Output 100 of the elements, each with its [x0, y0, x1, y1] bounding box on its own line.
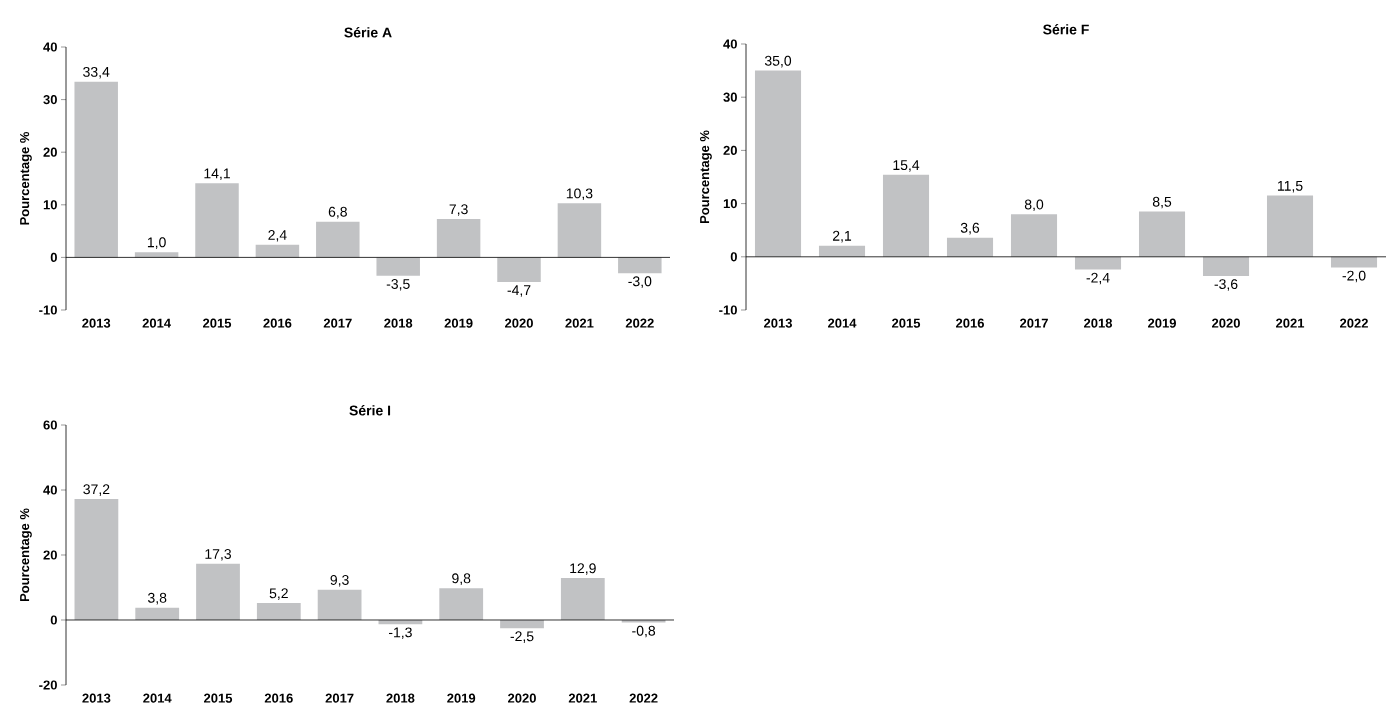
data-label: 8,0 — [1024, 199, 1044, 212]
bar — [1330, 256, 1378, 268]
x-tick-label: 2014 — [828, 318, 857, 328]
data-label: -3,5 — [386, 279, 410, 291]
y-tick-label: 0 — [50, 252, 57, 262]
data-label: -2,5 — [510, 631, 534, 643]
chart-title: Série F — [1043, 24, 1089, 35]
x-tick-label: 2021 — [568, 693, 597, 703]
data-label: 9,3 — [330, 575, 349, 587]
x-tick-label: 2017 — [323, 318, 352, 328]
data-label: 14,1 — [204, 168, 230, 181]
y-tick-label: 30 — [43, 94, 57, 105]
bar — [255, 244, 300, 258]
bar — [557, 203, 602, 258]
x-tick-label: 2020 — [505, 318, 533, 328]
bar — [1138, 211, 1186, 257]
x-tick-label: 2013 — [82, 318, 111, 328]
bar — [560, 578, 605, 620]
data-label: 6,8 — [328, 206, 347, 219]
data-label: 35,0 — [764, 55, 792, 68]
data-label: -1,3 — [388, 627, 412, 639]
x-tick-label: 2013 — [82, 693, 111, 703]
bar — [497, 257, 541, 283]
data-label: 7,3 — [449, 204, 468, 216]
bar — [439, 588, 484, 620]
bar — [946, 237, 994, 257]
x-tick-label: 2016 — [263, 318, 292, 328]
data-label: 11,5 — [1277, 181, 1303, 193]
x-tick-label: 2017 — [325, 693, 354, 703]
x-tick-label: 2022 — [629, 693, 658, 703]
data-label: 3,6 — [960, 222, 980, 235]
data-label: 2,1 — [832, 230, 852, 243]
data-label: 15,4 — [893, 160, 920, 172]
bar — [882, 174, 930, 257]
data-label: -3,0 — [628, 276, 652, 288]
y-tick-label: 40 — [723, 39, 737, 49]
y-tick-label: 20 — [43, 550, 57, 560]
bar — [376, 257, 420, 276]
y-tick-label: 20 — [723, 145, 737, 155]
x-tick-label: 2016 — [956, 318, 984, 328]
data-label: -2,4 — [1086, 272, 1110, 285]
y-axis-title: Pourcentage % — [20, 508, 32, 602]
data-label: -2,0 — [1342, 270, 1366, 283]
bar — [1074, 256, 1122, 270]
y-tick-label: 0 — [730, 252, 737, 262]
y-tick-label: 40 — [43, 42, 57, 52]
bar — [1202, 256, 1250, 276]
x-tick-label: 2018 — [1084, 318, 1113, 328]
x-tick-label: 2020 — [508, 693, 536, 703]
y-tick-label: 40 — [43, 485, 57, 495]
chart-title: Série A — [344, 27, 392, 38]
bar — [256, 603, 301, 620]
bar — [436, 219, 481, 258]
data-label: -3,6 — [1214, 279, 1238, 291]
x-tick-label: 2019 — [444, 318, 473, 328]
x-tick-label: 2022 — [1340, 318, 1368, 328]
x-tick-label: 2014 — [142, 318, 171, 328]
y-tick-label: 30 — [723, 92, 737, 102]
y-axis-title: Pourcentage % — [700, 130, 712, 224]
y-tick-label: 60 — [43, 420, 57, 430]
data-label: 17,3 — [205, 549, 232, 561]
y-tick-label: 0 — [50, 615, 57, 625]
data-label: -0,8 — [632, 625, 656, 638]
bar — [134, 252, 179, 258]
y-tick-label: -20 — [39, 680, 57, 690]
x-tick-label: 2015 — [203, 318, 232, 328]
x-tick-label: 2019 — [1148, 318, 1176, 328]
chart-title: Série I — [349, 405, 391, 416]
bar — [1266, 195, 1314, 257]
x-tick-label: 2017 — [1020, 318, 1048, 328]
x-tick-label: 2019 — [447, 693, 476, 703]
bar — [316, 221, 360, 258]
data-label: 12,9 — [570, 563, 596, 575]
data-label: 33,4 — [83, 66, 110, 79]
y-tick-label: -10 — [39, 305, 57, 315]
bar — [74, 81, 118, 258]
x-tick-label: 2016 — [264, 693, 293, 703]
data-label: 8,5 — [1152, 196, 1172, 209]
data-label: 2,4 — [268, 230, 287, 242]
x-tick-label: 2015 — [204, 693, 233, 703]
x-tick-label: 2022 — [625, 318, 654, 328]
bar — [1010, 214, 1058, 257]
y-tick-label: 10 — [43, 200, 57, 210]
bar — [754, 70, 802, 257]
y-tick-label: -10 — [719, 305, 737, 315]
data-label: -4,7 — [507, 285, 531, 297]
data-label: 10,3 — [566, 188, 593, 201]
x-tick-label: 2015 — [892, 318, 921, 328]
x-tick-label: 2014 — [143, 693, 172, 703]
data-label: 9,8 — [452, 573, 471, 585]
x-tick-label: 2013 — [764, 318, 792, 328]
x-tick-label: 2021 — [1276, 318, 1305, 328]
x-tick-label: 2021 — [565, 318, 594, 328]
bar — [618, 257, 662, 274]
y-tick-label: 20 — [43, 147, 57, 157]
data-label: 3,8 — [148, 592, 167, 605]
y-axis-title: Pourcentage % — [20, 131, 32, 225]
x-tick-label: 2020 — [1212, 318, 1240, 328]
x-tick-label: 2018 — [384, 318, 413, 328]
data-label: 1,0 — [147, 237, 166, 249]
